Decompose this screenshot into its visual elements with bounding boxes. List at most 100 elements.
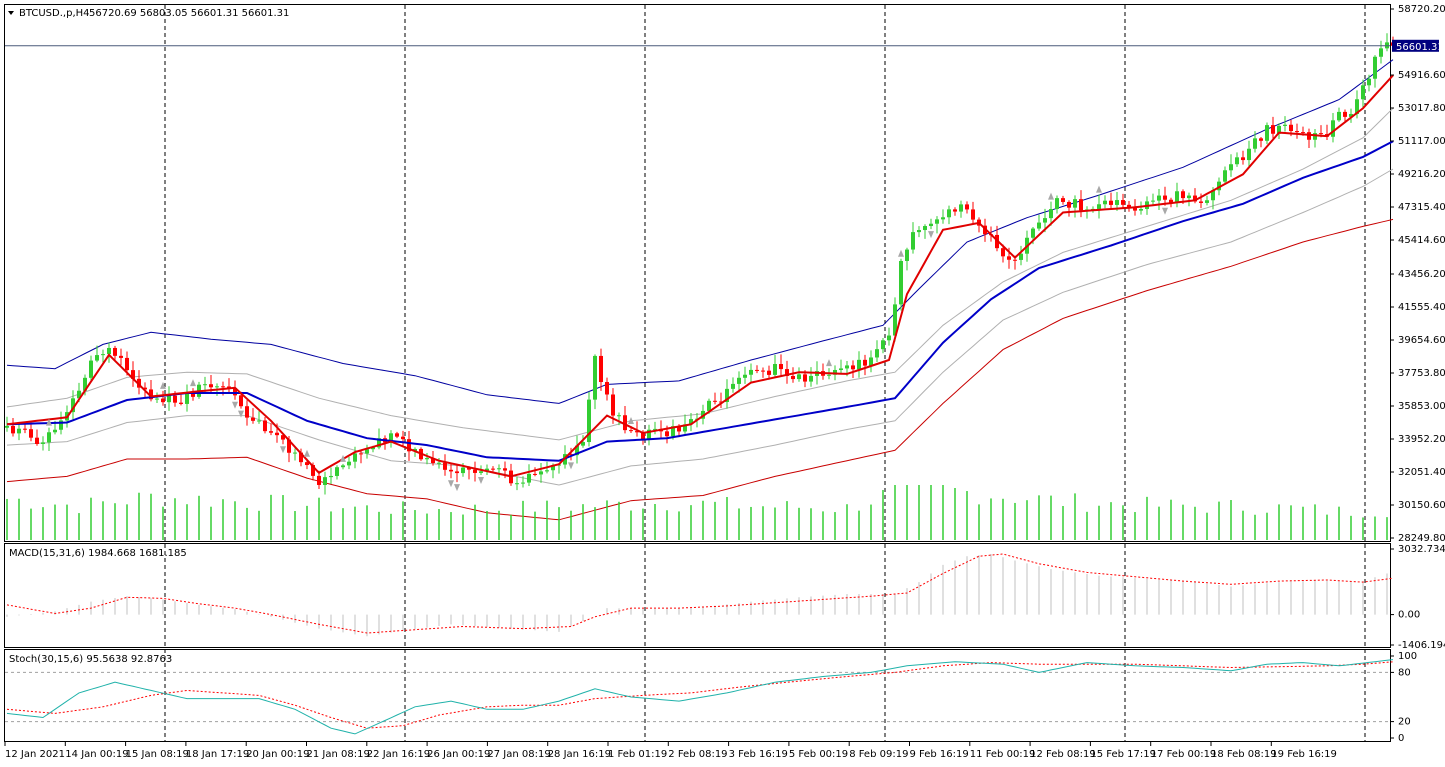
bull-candle	[377, 438, 381, 448]
price-axis[interactable]: 58720.20 54916.60 53017.80 51117.00 49216.20…	[1390, 4, 1445, 544]
bands-layer	[6, 59, 1394, 521]
bear-candle	[965, 204, 969, 210]
fractal-down-icon	[448, 480, 454, 488]
bull-candle	[647, 429, 651, 440]
price-tick-label: 58720.20	[1398, 4, 1445, 15]
bull-candle	[479, 471, 483, 473]
fractal-up-icon	[898, 249, 904, 257]
bull-candle	[1175, 191, 1179, 203]
bull-candle	[1217, 181, 1221, 191]
bull-candle	[107, 347, 111, 355]
stoch-panel[interactable]	[4, 649, 1391, 742]
bull-candle	[587, 399, 591, 443]
stoch-signal-line	[6, 661, 1394, 729]
bear-candle	[443, 462, 447, 470]
bull-candle	[203, 384, 207, 386]
stoch-main-line	[6, 659, 1394, 735]
bull-candle	[1055, 198, 1059, 210]
stoch-tick-label: 100	[1398, 651, 1417, 662]
bull-candle	[341, 465, 345, 468]
bear-candle	[23, 428, 27, 430]
bear-candle	[1013, 259, 1017, 261]
bull-candle	[827, 374, 831, 376]
bear-candle	[1319, 133, 1323, 135]
bear-candle	[401, 436, 405, 440]
bull-candle	[323, 477, 327, 485]
bull-candle	[83, 377, 87, 391]
bull-candle	[959, 204, 963, 212]
bull-candle	[845, 365, 849, 369]
fractal-up-icon	[46, 418, 52, 426]
stoch-label: Stoch(30,15,6) 95.5638 92.8763	[9, 654, 172, 665]
bear-candle	[761, 370, 765, 372]
bear-candle	[209, 384, 213, 388]
bull-candle	[899, 260, 903, 305]
bull-candle	[1379, 48, 1383, 57]
bear-candle	[491, 468, 495, 470]
bull-candle	[1277, 125, 1281, 134]
bear-candle	[779, 364, 783, 370]
bull-candle	[1043, 218, 1047, 223]
bull-candle	[707, 400, 711, 411]
price-tick-label: 37753.80	[1398, 368, 1445, 379]
price-tick-label: 51117.00	[1398, 136, 1445, 147]
bear-candle	[1007, 256, 1011, 260]
time-tick-label: 12 Jan 2021	[5, 749, 65, 760]
fractal-down-icon	[928, 231, 934, 239]
bear-candle	[755, 369, 759, 371]
bear-candle	[1121, 200, 1125, 205]
collapse-triangle-icon[interactable]	[8, 11, 14, 15]
bear-candle	[251, 417, 255, 421]
bear-candle	[1169, 199, 1173, 203]
fractal-up-icon	[160, 381, 166, 389]
price-tick-label: 41555.40	[1398, 302, 1445, 313]
bull-candle	[1073, 199, 1077, 208]
bear-candle	[179, 402, 183, 404]
time-tick-label: 1 Feb 01:19	[608, 749, 667, 760]
price-panel[interactable]	[4, 4, 1391, 542]
bear-candle	[599, 355, 603, 383]
time-tick-label: 9 Feb 16:19	[910, 749, 969, 760]
chart-header: BTCUSD.,p,H4 56720.69 56803.05 56601.31 …	[8, 8, 289, 19]
ma-slow-line	[6, 140, 1394, 462]
bull-candle	[59, 420, 63, 430]
bull-candle	[575, 445, 579, 456]
fractal-up-icon	[1048, 192, 1054, 200]
bull-candle	[1367, 78, 1371, 86]
bull-candle	[77, 390, 81, 399]
time-tick-label: 12 Feb 08:19	[1030, 749, 1096, 760]
price-tick-label: 43456.20	[1398, 269, 1445, 280]
bull-candle	[461, 467, 465, 474]
bear-candle	[431, 458, 435, 464]
bull-candle	[1037, 222, 1041, 229]
bear-candle	[713, 400, 717, 402]
bull-candle	[857, 359, 861, 370]
bull-candle	[527, 473, 531, 483]
bull-candle	[593, 355, 597, 400]
bull-candle	[1331, 120, 1335, 137]
bull-candle	[1283, 124, 1287, 126]
bear-candle	[191, 394, 195, 397]
bear-candle	[1343, 111, 1347, 117]
fractals-layer	[46, 185, 1168, 492]
bull-candle	[365, 449, 369, 454]
bull-candle	[1157, 195, 1161, 201]
ohlc-values: 56720.69 56803.05 56601.31 56601.31	[89, 8, 289, 19]
bear-candle	[1067, 201, 1071, 208]
stoch-tick-label: 80	[1398, 667, 1411, 678]
bear-candle	[641, 432, 645, 440]
bull-candle	[497, 468, 501, 470]
bull-candle	[839, 368, 843, 370]
ma-fast-line	[6, 74, 1394, 478]
bull-candle	[1205, 200, 1209, 203]
bear-candle	[239, 395, 243, 407]
bear-candle	[275, 432, 279, 436]
bear-candle	[1307, 132, 1311, 140]
fractal-up-icon	[340, 454, 346, 462]
bear-candle	[569, 454, 573, 456]
time-tick-label: 11 Feb 00:19	[970, 749, 1036, 760]
bear-candle	[161, 398, 165, 403]
bull-candle	[155, 398, 159, 400]
